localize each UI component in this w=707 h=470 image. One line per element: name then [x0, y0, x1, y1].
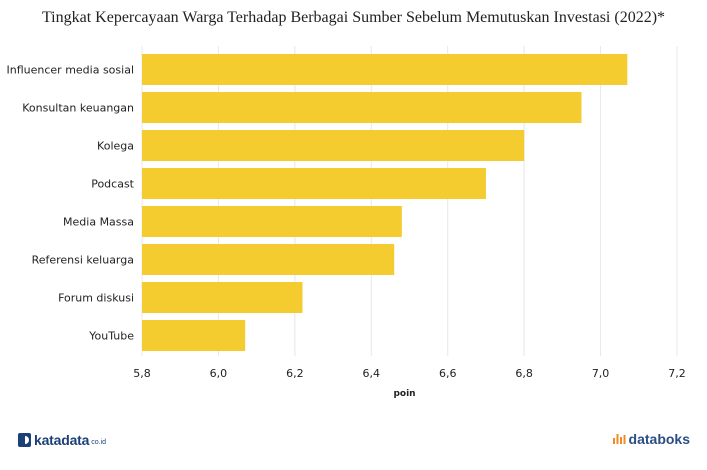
category-label: Podcast: [91, 178, 134, 191]
katadata-brand: katadata: [34, 432, 90, 448]
databoks-brand: databoks: [628, 431, 690, 447]
bar: [142, 282, 303, 313]
category-label: Influencer media sosial: [7, 64, 135, 77]
x-tick-label: 6,0: [210, 367, 228, 380]
bar: [142, 168, 486, 199]
katadata-brand-suffix: co.id: [91, 439, 107, 446]
category-label: YouTube: [88, 330, 134, 343]
x-tick-label: 7,0: [592, 367, 610, 380]
category-label: Konsultan keuangan: [22, 102, 134, 115]
category-label: Referensi keluarga: [32, 254, 134, 267]
bar: [142, 244, 395, 275]
x-tick-label: 6,6: [439, 367, 457, 380]
x-tick-label: 6,8: [515, 367, 533, 380]
category-label: Media Massa: [63, 216, 134, 229]
bar: [142, 92, 582, 123]
databoks-logo: databoks: [612, 431, 690, 447]
bar: [142, 54, 628, 85]
x-tick-label: 6,4: [363, 367, 381, 380]
katadata-logo: katadata co.id: [18, 432, 106, 448]
bar: [142, 130, 525, 161]
x-tick-label: 7,2: [668, 367, 686, 380]
katadata-icon: [18, 433, 31, 447]
x-axis-label: poin: [393, 389, 415, 399]
bar: [142, 206, 402, 237]
x-tick-label: 6,2: [286, 367, 304, 380]
chart-title: Tingkat Kepercayaan Warga Terhadap Berba…: [41, 9, 666, 26]
x-tick-label: 5,8: [133, 367, 151, 380]
databoks-icon: [612, 434, 626, 444]
category-label: Kolega: [97, 140, 134, 153]
bar: [142, 320, 246, 351]
category-label: Forum diskusi: [58, 292, 134, 305]
